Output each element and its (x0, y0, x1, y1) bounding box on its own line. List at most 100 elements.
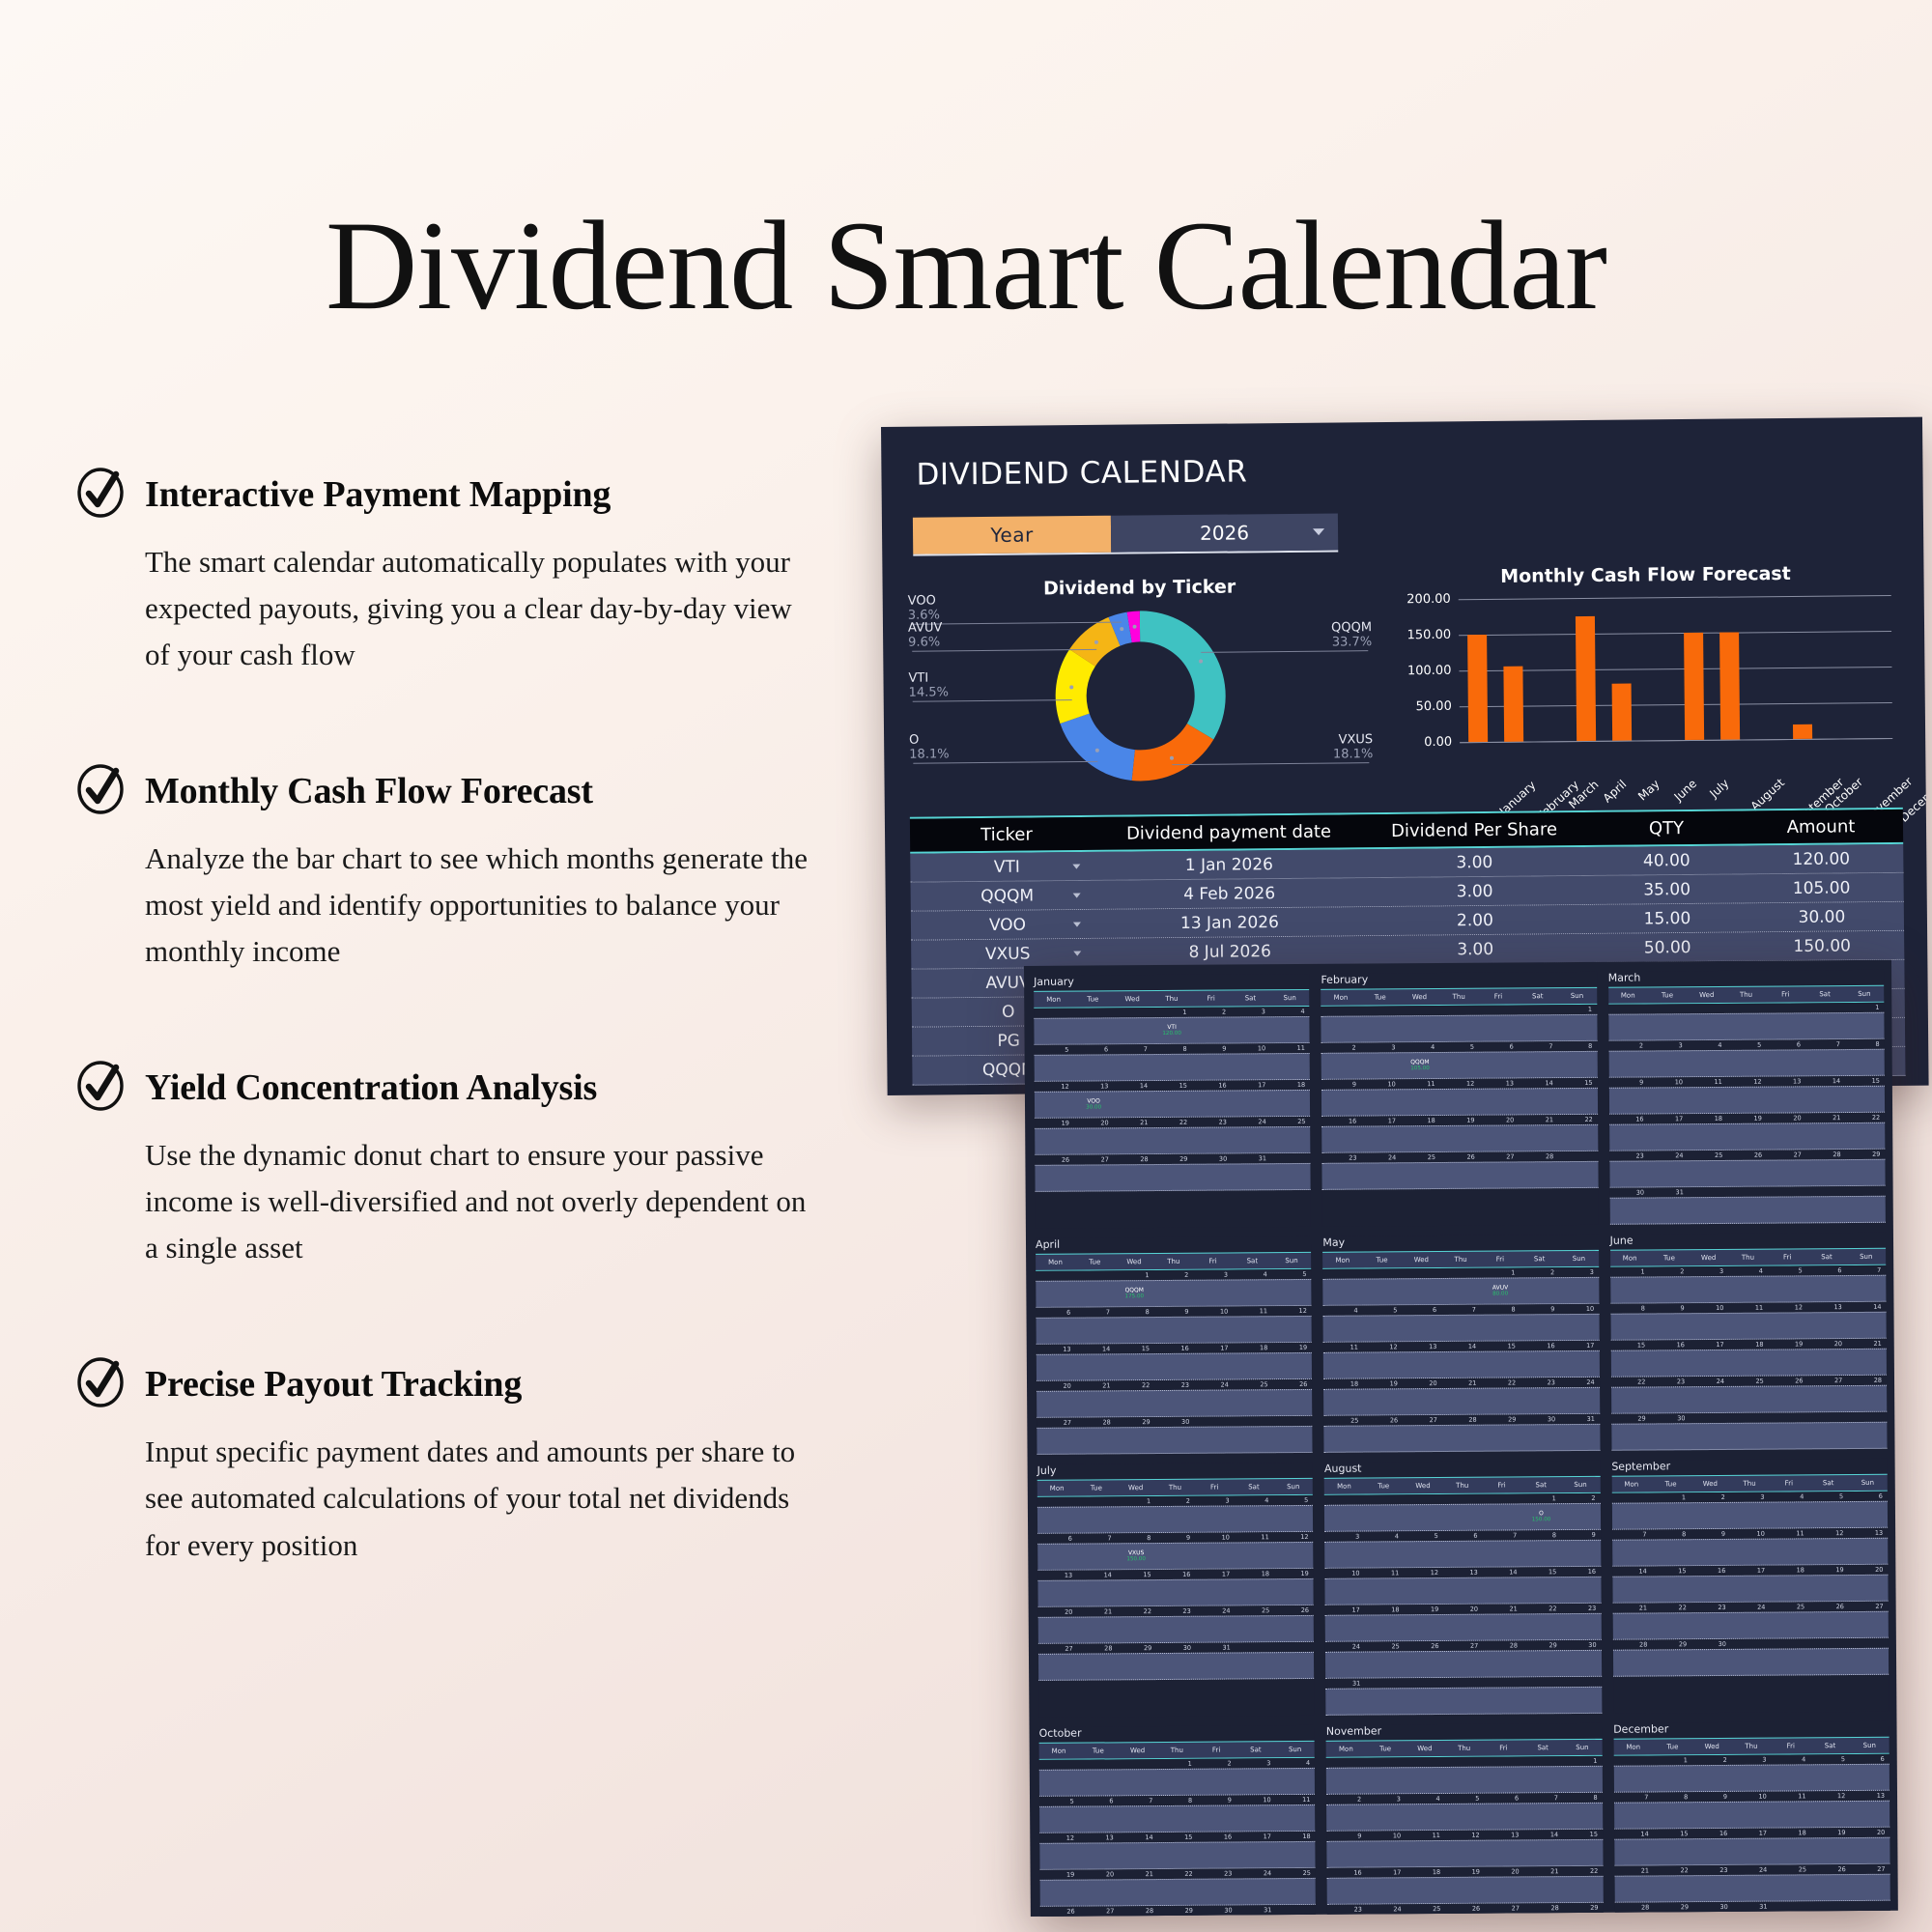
calendar-day-cell[interactable] (1729, 1424, 1769, 1449)
calendar-day-cell[interactable] (1688, 1124, 1727, 1150)
calendar-day-cell[interactable] (1727, 1161, 1767, 1186)
calendar-day-cell[interactable] (1805, 1087, 1845, 1112)
donut-slice-VXUS[interactable] (1131, 724, 1214, 781)
calendar-day-cell[interactable] (1272, 1280, 1312, 1305)
calendar-day-cell[interactable] (1733, 1876, 1773, 1901)
calendar-day-cell[interactable] (1688, 1088, 1727, 1113)
calendar-day-cell[interactable] (1360, 1016, 1400, 1041)
calendar-day-cell[interactable] (1406, 1768, 1445, 1793)
calendar-day-cell[interactable] (1326, 1805, 1366, 1831)
calendar-day-cell[interactable] (1611, 1387, 1651, 1412)
calendar-day-cell[interactable] (1198, 1879, 1237, 1904)
calendar-day-cell[interactable] (1322, 1127, 1362, 1152)
calendar-day-cell[interactable] (1650, 1387, 1690, 1412)
calendar-day-cell[interactable] (1079, 1843, 1119, 1868)
calendar-day-cell[interactable] (1563, 1804, 1603, 1829)
calendar-day-cell[interactable] (1692, 1766, 1732, 1791)
calendar-day-cell[interactable] (1404, 1505, 1443, 1530)
calendar-day-cell[interactable] (1441, 1316, 1481, 1341)
calendar-day-cell[interactable] (1690, 1503, 1730, 1528)
calendar-day-cell[interactable] (1520, 1425, 1560, 1450)
calendar-day-cell[interactable] (1809, 1612, 1849, 1637)
calendar-day-cell[interactable] (1152, 1128, 1192, 1153)
calendar-day-cell[interactable] (1361, 1126, 1401, 1151)
calendar-day-cell[interactable] (1152, 1092, 1192, 1117)
calendar-day-cell[interactable] (1326, 1769, 1366, 1794)
calendar-day-cell[interactable] (1479, 1015, 1519, 1040)
calendar-day-cell[interactable] (1276, 1842, 1316, 1867)
calendar-day-cell[interactable] (1038, 1655, 1078, 1680)
calendar-day-cell[interactable] (1519, 1052, 1558, 1077)
calendar-day-cell[interactable] (1191, 1018, 1231, 1043)
calendar-day-cell[interactable] (1652, 1613, 1691, 1638)
calendar-day-cell[interactable] (1439, 1016, 1479, 1041)
calendar-day-cell[interactable] (1236, 1879, 1276, 1904)
calendar-day-cell[interactable] (1809, 1539, 1849, 1564)
calendar-day-cell[interactable] (1845, 1087, 1885, 1112)
calendar-day-cell[interactable] (1271, 1164, 1311, 1189)
calendar-day-cell[interactable] (1192, 1055, 1232, 1080)
calendar-day-cell[interactable] (1034, 1019, 1073, 1044)
calendar-day-cell[interactable] (1519, 1089, 1558, 1114)
calendar-day-cell[interactable] (1730, 1577, 1770, 1602)
calendar-day-cell[interactable] (1612, 1503, 1652, 1528)
calendar-day-cell[interactable] (1039, 1771, 1079, 1796)
calendar-day-cell[interactable] (1805, 1013, 1845, 1038)
calendar-day-cell[interactable] (1649, 1161, 1689, 1186)
bar-May[interactable] (1611, 683, 1633, 741)
calendar-day-cell[interactable] (1271, 1127, 1311, 1152)
year-selector-value[interactable]: 2026 (1110, 513, 1339, 553)
calendar-day-cell[interactable] (1079, 1770, 1119, 1795)
calendar-day-cell[interactable] (1192, 1165, 1232, 1190)
calendar-day-cell[interactable] (1690, 1314, 1729, 1339)
calendar-day-cell[interactable] (1730, 1503, 1770, 1528)
calendar-day-cell[interactable] (1654, 1839, 1693, 1864)
calendar-day-cell[interactable] (1851, 1912, 1890, 1917)
calendar-day-cell[interactable] (1114, 1128, 1153, 1153)
calendar-day-cell[interactable] (1520, 1278, 1559, 1303)
calendar-day-cell[interactable] (1440, 1126, 1480, 1151)
calendar-day-cell[interactable] (1847, 1313, 1887, 1338)
calendar-day-cell[interactable] (1654, 1876, 1693, 1901)
calendar-day-cell[interactable] (1652, 1540, 1691, 1565)
calendar-day-cell[interactable] (1036, 1282, 1075, 1307)
calendar-day-cell[interactable] (1481, 1315, 1520, 1340)
calendar-day-cell[interactable] (1076, 1391, 1116, 1416)
calendar-day-cell[interactable] (1075, 1281, 1115, 1306)
calendar-day-cell[interactable] (1613, 1650, 1653, 1675)
calendar-day-cell[interactable] (1363, 1426, 1403, 1451)
calendar-day-cell[interactable] (1321, 1091, 1361, 1116)
calendar-day-cell[interactable] (1613, 1766, 1653, 1791)
calendar-day-cell[interactable] (1731, 1613, 1771, 1638)
calendar-day-cell[interactable] (1485, 1877, 1524, 1902)
calendar-day-cell[interactable] (1196, 1653, 1236, 1678)
calendar-day-cell[interactable] (1077, 1617, 1117, 1642)
calendar-day-cell[interactable] (1362, 1279, 1402, 1304)
calendar-day-cell[interactable] (1806, 1197, 1846, 1222)
calendar-day-cell[interactable] (1811, 1838, 1851, 1863)
calendar-day-cell[interactable] (1234, 1353, 1273, 1378)
calendar-day-cell[interactable] (1691, 1613, 1731, 1638)
calendar-day-cell[interactable] (1273, 1506, 1313, 1531)
calendar-day-cell[interactable] (1561, 1504, 1601, 1529)
calendar-day-cell[interactable] (1771, 1765, 1810, 1790)
calendar-day-cell[interactable] (1690, 1424, 1729, 1449)
calendar-day-cell[interactable] (1563, 1877, 1603, 1902)
bar-April[interactable] (1575, 615, 1596, 742)
calendar-day-cell[interactable] (1077, 1544, 1117, 1569)
calendar-day-cell[interactable]: QQQM 105.00 (1410, 1058, 1430, 1072)
calendar-day-cell[interactable] (1480, 1162, 1520, 1187)
calendar-day-cell[interactable] (1400, 1016, 1439, 1041)
calendar-day-cell[interactable] (1405, 1689, 1444, 1714)
calendar-day-cell[interactable] (1117, 1617, 1156, 1642)
calendar-day-cell[interactable] (1365, 1578, 1405, 1604)
calendar-day-cell[interactable] (1192, 1128, 1232, 1153)
calendar-day-cell[interactable] (1366, 1841, 1406, 1866)
calendar-day-cell[interactable] (1038, 1618, 1078, 1643)
calendar-day-cell[interactable] (1614, 1876, 1654, 1901)
calendar-day-cell[interactable] (1075, 1318, 1115, 1343)
calendar-day-cell[interactable] (1689, 1277, 1728, 1302)
calendar-day-cell[interactable] (1361, 1090, 1401, 1115)
calendar-day-cell[interactable] (1653, 1766, 1692, 1791)
calendar-day-cell[interactable]: AVUV 80.00 (1492, 1284, 1509, 1297)
